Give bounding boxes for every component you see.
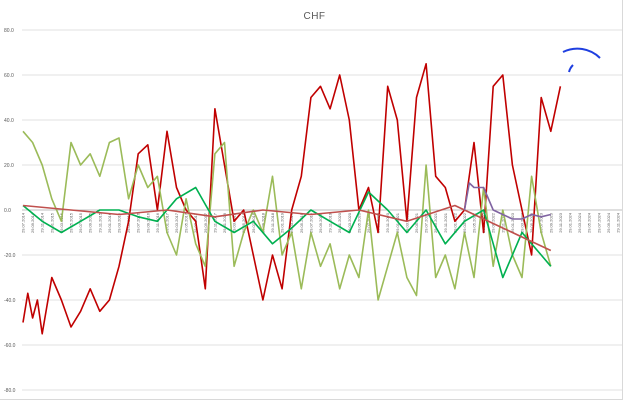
x-tick-label: 29.11.2018 <box>270 212 275 232</box>
series-lines <box>22 62 562 335</box>
x-tick-label: 29.07.2024 <box>596 212 601 233</box>
x-tick-label: 29.03.2023 <box>520 212 525 233</box>
y-tick-label: -80.0 <box>4 388 16 394</box>
series-line-1 <box>22 62 562 335</box>
x-tick-label: 29.05.2018 <box>241 212 246 233</box>
x-tick-label: 29.01.2021 <box>395 212 400 233</box>
x-tick-label: 29.05.2024 <box>587 212 592 233</box>
x-tick-label: 29.11.2014 <box>40 212 45 232</box>
x-tick-label: 29.11.2015 <box>97 212 102 232</box>
x-tick-label: 29.09.2017 <box>203 212 208 233</box>
x-tick-label: 29.11.2021 <box>443 212 448 232</box>
x-tick-label: 29.11.2024 <box>616 212 621 232</box>
x-tick-label: 29.11.2023 <box>558 212 563 232</box>
series-line-4 <box>22 204 552 252</box>
x-tick-label: 29.07.2016 <box>136 212 141 233</box>
x-tick-label: 29.01.2015 <box>49 212 54 233</box>
x-tick-label: 29.03.2021 <box>404 212 409 233</box>
x-tick-label: 29.07.2018 <box>251 212 256 233</box>
x-tick-label: 29.03.2024 <box>577 212 582 233</box>
hand-drawn-annotations <box>562 47 601 73</box>
x-tick-label: 29.01.2024 <box>568 212 573 233</box>
y-tick-label: -40.0 <box>4 298 16 304</box>
x-tick-label: 29.05.2021 <box>414 212 419 233</box>
x-tick-label: 29.07.2021 <box>424 212 429 233</box>
x-tick-label: 29.01.2020 <box>337 212 342 233</box>
x-tick-label: 29.05.2022 <box>472 212 477 233</box>
x-tick-label: 29.01.2022 <box>452 212 457 233</box>
x-tick-label: 29.05.2019 <box>299 212 304 233</box>
frame-border-right <box>622 0 623 400</box>
x-tick-label: 29.09.2019 <box>318 212 323 233</box>
y-tick-label: 40.0 <box>4 118 14 124</box>
x-tick-label: 29.09.2021 <box>433 212 438 233</box>
x-tick-label: 29.03.2015 <box>59 212 64 233</box>
x-tick-label: 29.09.2024 <box>606 212 611 233</box>
x-tick-label: 29.09.2016 <box>145 212 150 233</box>
x-tick-label: 29.11.2016 <box>155 212 160 232</box>
x-tick-label: 29.01.2019 <box>280 212 285 233</box>
x-tick-label: 29.03.2017 <box>174 212 179 233</box>
x-tick-label: 29.07.2019 <box>308 212 313 233</box>
x-tick-label: 29.01.2016 <box>107 212 112 233</box>
x-tick-label: 29.09.2023 <box>548 212 553 233</box>
x-tick-label: 29.09.2014 <box>30 212 35 233</box>
x-tick-label: 29.07.2023 <box>539 212 544 233</box>
x-tick-label: 29.01.2023 <box>510 212 515 233</box>
x-tick-label: 29.11.2020 <box>385 212 390 232</box>
chart-title: CHF <box>303 11 326 22</box>
y-tick-label: 0.0 <box>4 208 11 214</box>
x-tick-label: 29.05.2017 <box>184 212 189 233</box>
x-tick-label: 29.07.2020 <box>366 212 371 233</box>
x-tick-label: 29.07.2015 <box>78 212 83 233</box>
x-tick-label: 29.03.2020 <box>347 212 352 233</box>
frame-border-bottom <box>0 399 623 400</box>
x-tick-label: 29.03.2016 <box>117 212 122 233</box>
x-tick-label: 29.09.2018 <box>260 212 265 233</box>
blue-scribble-arc <box>562 47 601 59</box>
x-tick-label: 29.01.2017 <box>165 212 170 233</box>
x-tick-label: 29.03.2019 <box>289 212 294 233</box>
x-tick-label: 29.05.2023 <box>529 212 534 233</box>
y-tick-label: -60.0 <box>4 343 16 349</box>
y-tick-label: 80.0 <box>4 28 14 34</box>
x-tick-label: 29.03.2018 <box>232 212 237 233</box>
series-line-5 <box>463 182 551 220</box>
y-tick-label: 60.0 <box>4 73 14 79</box>
x-tick-label: 29.05.2015 <box>69 212 74 233</box>
x-tick-label: 29.07.2014 <box>21 212 26 233</box>
blue-scribble-hook <box>568 64 574 73</box>
x-tick-label: 29.11.2022 <box>500 212 505 232</box>
x-tick-label: 29.11.2019 <box>328 212 333 232</box>
x-tick-label: 29.03.2022 <box>462 212 467 233</box>
y-axis-tick-labels: 80.0 60.0 40.0 20.0 0.0 -20.0 -40.0 -60.0 -80.0 <box>4 28 16 394</box>
x-tick-label: 29.05.2020 <box>356 212 361 233</box>
series-line-2 <box>22 130 552 301</box>
x-tick-label: 29.01.2018 <box>222 212 227 233</box>
x-tick-label: 29.09.2015 <box>88 212 93 233</box>
y-tick-label: 20.0 <box>4 163 14 169</box>
y-tick-label: -20.0 <box>4 253 16 259</box>
x-tick-label: 29.11.2017 <box>212 212 217 232</box>
